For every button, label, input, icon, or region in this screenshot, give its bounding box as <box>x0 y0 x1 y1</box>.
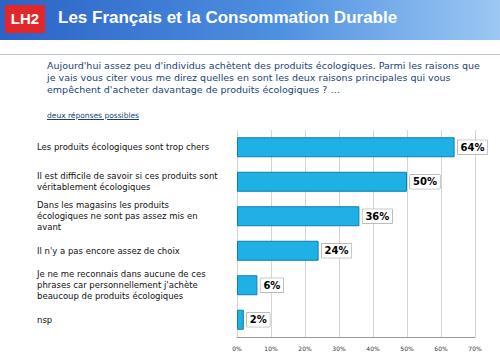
svg-text:0%: 0% <box>232 345 242 352</box>
svg-text:20%: 20% <box>298 345 312 352</box>
svg-text:60%: 60% <box>434 345 448 352</box>
svg-text:36%: 36% <box>365 211 389 222</box>
svg-text:nsp: nsp <box>37 315 52 325</box>
svg-text:écologiques ne sont pas assez: écologiques ne sont pas assez mis en <box>37 211 200 221</box>
svg-text:70%: 70% <box>468 345 482 352</box>
svg-text:6%: 6% <box>263 280 280 291</box>
svg-text:Dans les magasins les produits: Dans les magasins les produits <box>37 200 172 210</box>
svg-text:30%: 30% <box>332 345 346 352</box>
svg-text:10%: 10% <box>264 345 278 352</box>
svg-text:50%: 50% <box>413 176 437 187</box>
svg-text:avant: avant <box>37 222 62 232</box>
svg-text:24%: 24% <box>325 245 349 256</box>
svg-text:véritablement écologiques: véritablement écologiques <box>37 182 151 192</box>
svg-text:50%: 50% <box>400 345 414 352</box>
svg-text:phrases car personnellement j': phrases car personnellement j'achète <box>37 280 200 290</box>
svg-text:Les produits écologiques sont: Les produits écologiques sont trop chers <box>37 142 210 152</box>
html-text:Les Français et la Consommatio: Les Français et la Consommation Durable <box>58 8 398 27</box>
svg-text:Je ne me reconnais dans aucune: Je ne me reconnais dans aucune de ces <box>36 269 208 279</box>
html-text:LH2: LH2 <box>10 10 40 27</box>
svg-text:beaucoup de produits écologiqu: beaucoup de produits écologiques <box>37 291 184 301</box>
svg-text:2%: 2% <box>250 314 267 325</box>
svg-text:40%: 40% <box>366 345 380 352</box>
svg-text:Il est difficile de savoir si: Il est difficile de savoir si ces produi… <box>37 171 220 181</box>
svg-text:64%: 64% <box>461 142 485 153</box>
html-text:Aujourd'hui assez peu d'indivi: Aujourd'hui assez peu d'individus achète… <box>47 60 480 95</box>
html-text:deux réponses possibles: deux réponses possibles <box>47 111 139 120</box>
svg-text:Il n'y a pas encore assez de c: Il n'y a pas encore assez de choix <box>37 246 180 256</box>
